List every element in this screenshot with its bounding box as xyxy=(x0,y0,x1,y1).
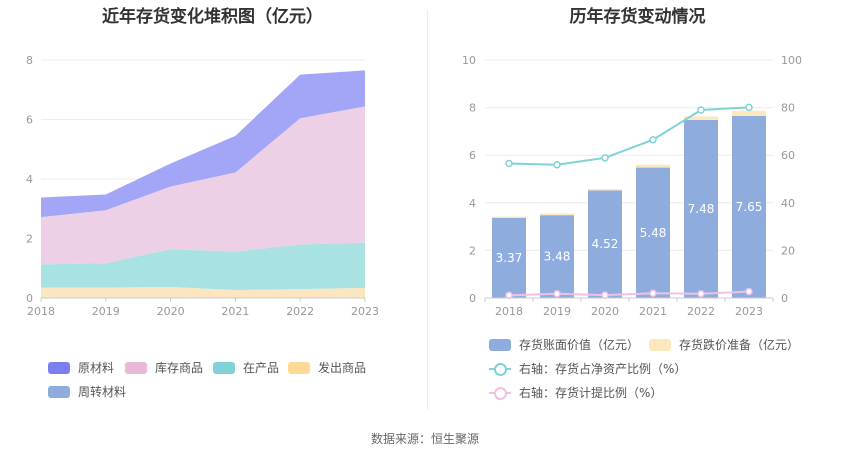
bar-value-label: 5.48 xyxy=(640,226,667,240)
area-finished-goods xyxy=(41,106,365,265)
x-tick-label: 2023 xyxy=(351,305,379,318)
line-point xyxy=(697,106,705,114)
line-point xyxy=(697,289,705,298)
legend-label: 右轴：存货计提比例（%） xyxy=(519,386,663,400)
bar-impairment xyxy=(732,110,766,116)
bar-book-value xyxy=(588,190,622,298)
bar-impairment xyxy=(636,164,670,168)
line-inventory-ratio xyxy=(508,106,750,166)
line-point xyxy=(745,103,753,112)
x-tick-label: 2018 xyxy=(27,305,55,318)
legend-line-marker xyxy=(489,362,511,376)
y-tick-label: 0 xyxy=(26,292,33,305)
y-tick-label: 4 xyxy=(469,197,476,210)
legend-label: 发出商品 xyxy=(318,361,367,375)
line-provision-ratio xyxy=(508,290,750,297)
bar-book-value xyxy=(540,215,574,298)
bar-impairment xyxy=(540,213,574,216)
line-point xyxy=(505,291,513,300)
y-tick-label: 6 xyxy=(26,114,33,127)
data-source: 数据来源：恒生聚源 xyxy=(370,432,479,446)
y-tick-label: 6 xyxy=(469,149,476,162)
line-point xyxy=(601,154,609,162)
legend-swatch xyxy=(48,361,70,374)
y-tick-label: 4 xyxy=(26,173,33,186)
legend-item-work-in-progress[interactable]: 在产品 xyxy=(213,359,279,376)
legend-item-finished-goods[interactable]: 库存商品 xyxy=(125,359,203,376)
legend-line-marker xyxy=(489,386,511,400)
bar-value-label: 4.52 xyxy=(592,237,619,251)
line-point xyxy=(553,289,561,298)
x-tick-label: 2019 xyxy=(92,305,120,318)
legend-item-book-value[interactable]: 存货账面价值（亿元） xyxy=(489,336,639,353)
line-point xyxy=(649,135,657,144)
area-raw-material xyxy=(41,70,365,218)
legend-label: 周转材料 xyxy=(78,385,127,399)
bar-book-value xyxy=(732,115,766,299)
legend-item-provision-ratio[interactable]: 右轴：存货计提比例（%） xyxy=(489,384,662,401)
bar-value-label: 3.37 xyxy=(496,251,523,265)
y2-tick-label: 40 xyxy=(781,197,795,210)
line-point xyxy=(649,289,657,297)
y-tick-label: 10 xyxy=(462,54,476,67)
x-tick-label: 2022 xyxy=(687,305,715,318)
y-tick-label: 2 xyxy=(26,233,33,246)
legend-item-inventory-ratio[interactable]: 右轴：存货占净资产比例（%） xyxy=(489,360,686,377)
y2-tick-label: 80 xyxy=(781,102,795,115)
legend-swatch xyxy=(213,361,235,374)
legend-swatch xyxy=(288,361,310,374)
x-tick-label: 2018 xyxy=(495,305,523,318)
line-point xyxy=(553,160,561,169)
chart-divider xyxy=(427,10,428,410)
legend-label: 存货账面价值（亿元） xyxy=(519,338,640,352)
x-tick-label: 2021 xyxy=(221,305,249,318)
y-tick-label: 2 xyxy=(469,244,476,257)
line-point xyxy=(745,287,753,296)
bar-book-value xyxy=(636,167,670,298)
legend-swatch xyxy=(649,338,671,351)
x-tick-label: 2023 xyxy=(735,305,763,318)
y-tick-label: 8 xyxy=(26,54,33,67)
line-point xyxy=(601,291,609,299)
left-chart-title: 近年存货变化堆积图（亿元） xyxy=(102,7,323,27)
x-tick-label: 2020 xyxy=(157,305,185,318)
legend-item-turnover-material[interactable]: 周转材料 xyxy=(48,383,126,400)
bar-value-label: 7.48 xyxy=(688,202,715,216)
bar-value-label: 3.48 xyxy=(544,250,571,264)
legend-label: 右轴：存货占净资产比例（%） xyxy=(519,362,687,376)
area-work-in-progress xyxy=(41,242,365,290)
legend-label: 库存商品 xyxy=(155,361,204,375)
legend-swatch xyxy=(48,385,70,398)
legend-item-impairment[interactable]: 存货跌价准备（亿元） xyxy=(649,336,799,353)
y2-tick-label: 20 xyxy=(781,244,795,257)
legend-swatch xyxy=(489,338,511,351)
legend-item-raw-material[interactable]: 原材料 xyxy=(48,359,114,376)
legend-item-shipped-goods[interactable]: 发出商品 xyxy=(288,359,366,376)
y-tick-label: 0 xyxy=(469,292,476,305)
bar-impairment xyxy=(492,216,526,218)
y-tick-label: 8 xyxy=(469,102,476,115)
area-shipped-goods xyxy=(41,286,365,298)
y2-tick-label: 60 xyxy=(781,149,795,162)
bar-book-value xyxy=(492,217,526,298)
bar-book-value xyxy=(684,119,718,298)
x-tick-label: 2019 xyxy=(543,305,571,318)
x-tick-label: 2020 xyxy=(591,305,619,318)
bar-impairment xyxy=(588,188,622,191)
bar-impairment xyxy=(684,116,718,120)
legend-label: 在产品 xyxy=(243,361,280,375)
legend-swatch xyxy=(125,361,147,374)
line-point xyxy=(505,159,513,168)
x-tick-label: 2022 xyxy=(286,305,314,318)
y2-tick-label: 100 xyxy=(781,54,802,67)
bar-value-label: 7.65 xyxy=(736,200,763,214)
right-chart-title: 历年存货变动情况 xyxy=(569,7,706,27)
y2-tick-label: 0 xyxy=(781,292,788,305)
x-tick-label: 2021 xyxy=(639,305,667,318)
legend-label: 原材料 xyxy=(78,361,115,375)
legend-label: 存货跌价准备（亿元） xyxy=(679,338,800,352)
